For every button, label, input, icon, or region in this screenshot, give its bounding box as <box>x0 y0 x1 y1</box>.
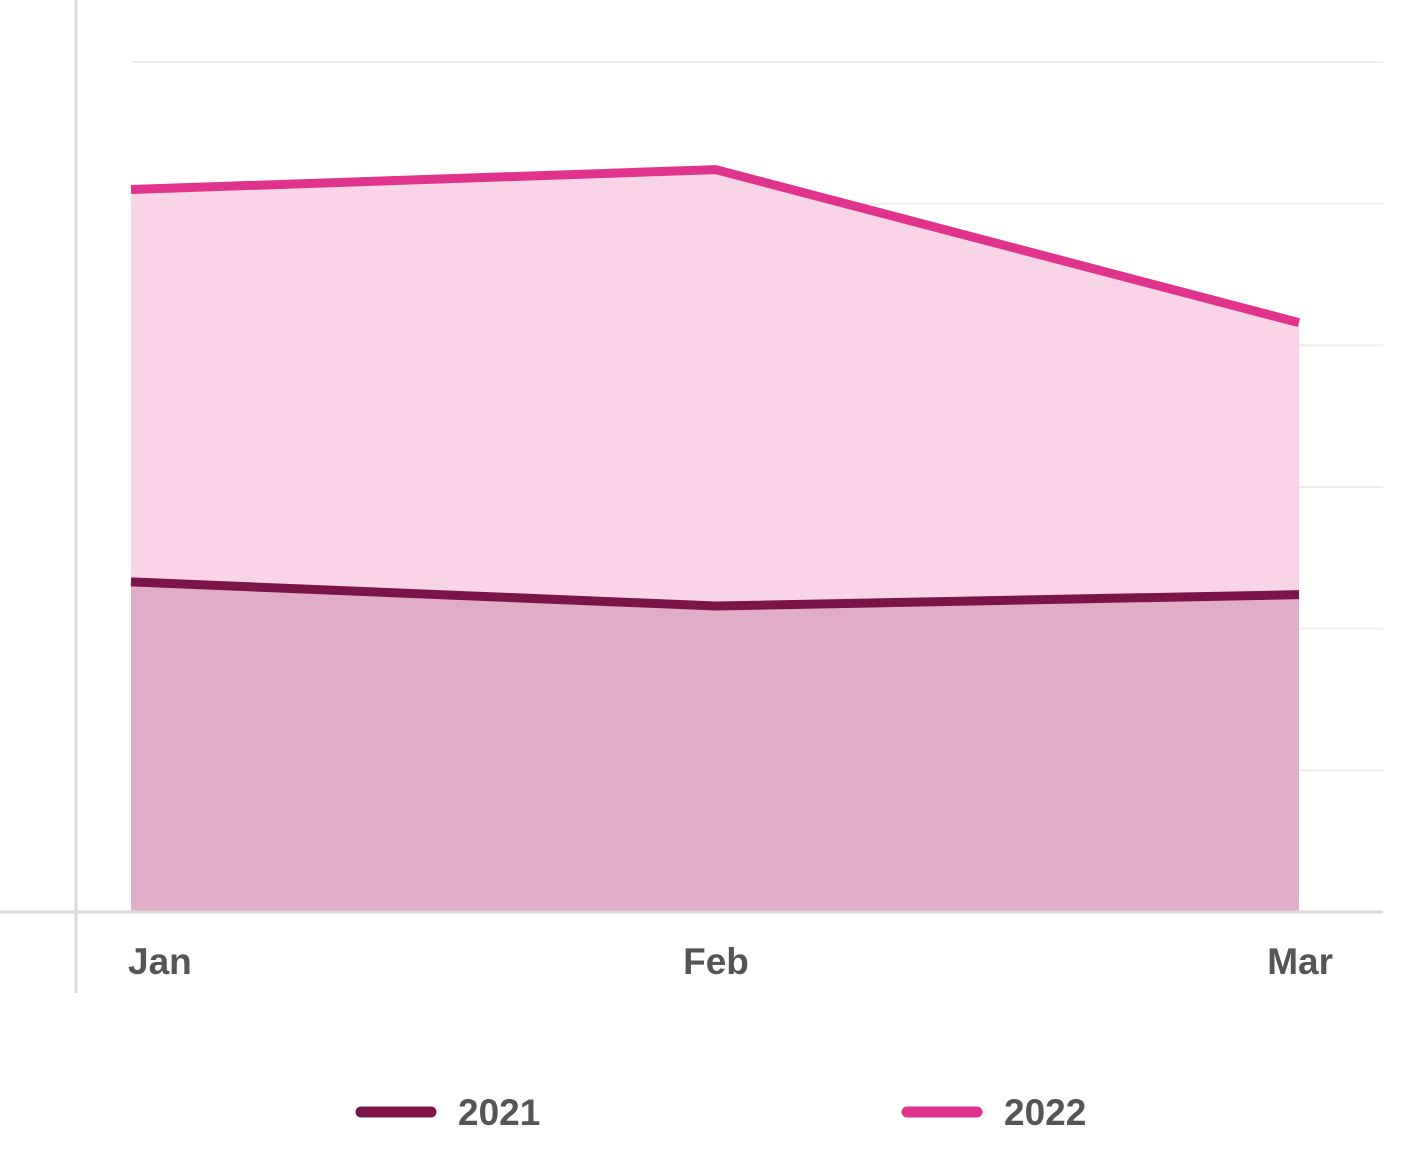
legend-label-2022: 2022 <box>1004 1092 1086 1133</box>
series-lines <box>130 165 1301 611</box>
line-series-2022 <box>130 165 1301 328</box>
x-tick-labels: Jan Feb Mar <box>128 941 1333 982</box>
legend-label-2021: 2021 <box>458 1092 540 1133</box>
series-areas <box>131 169 1299 912</box>
x-tick-label-jan: Jan <box>128 941 192 982</box>
x-tick-label-feb: Feb <box>683 941 749 982</box>
area-series-2021 <box>131 581 1299 912</box>
axes <box>0 0 1383 993</box>
line-series-2021 <box>130 577 1300 611</box>
legend: 2021 2022 <box>355 1092 1086 1133</box>
x-tick-label-mar: Mar <box>1267 941 1333 982</box>
